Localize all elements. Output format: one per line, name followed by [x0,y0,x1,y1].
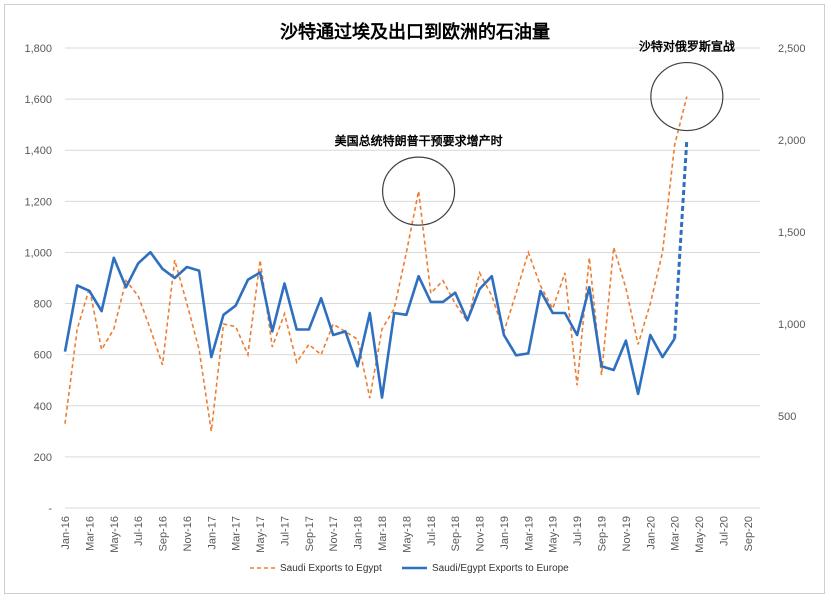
x-tick-label: May-17 [255,516,267,553]
legend: Saudi Exports to Egypt Saudi/Egypt Expor… [250,563,569,574]
series-europe-dashed-segment [673,139,689,339]
x-tick-label: Nov-19 [621,516,633,551]
right-tick-label: 1,500 [778,227,806,239]
x-tick-label: Nov-18 [475,516,487,551]
chart-title: 沙特通过埃及出口到欧洲的石油量 [280,21,550,43]
right-axis: 500 1,000 1,500 2,000 2,500 [778,43,806,423]
x-tick-label: May-16 [109,516,121,553]
x-tick-label: May-18 [401,516,413,553]
x-tick-label: Jan-20 [645,516,657,550]
annotation-label: 美国总统特朗普干预要求增产时 [335,133,503,148]
left-tick-label: 800 [34,299,52,311]
x-tick-label: Sep-16 [158,516,170,551]
x-tick-label: Mar-17 [231,516,243,551]
annotation-circle [650,61,724,132]
x-tick-label: Sep-18 [450,516,462,551]
x-tick-label: Nov-17 [328,516,340,551]
x-tick-label: Jul-16 [133,516,145,546]
legend-label-egypt: Saudi Exports to Egypt [280,563,382,574]
x-tick-label: Jul-20 [718,516,730,546]
left-tick-label: 1,800 [24,43,52,55]
left-tick-label: 1,400 [24,145,52,157]
x-tick-label: Mar-18 [377,516,389,551]
left-tick-label: 200 [34,452,52,464]
x-tick-label: Sep-20 [743,516,755,551]
series-europe-line [63,250,676,399]
left-tick-label: 1,000 [24,247,52,259]
right-tick-label: 1,000 [778,319,806,331]
x-tick-label: Jan-19 [499,516,511,550]
x-tick-label: Jan-18 [353,516,365,550]
x-axis: Jan-16 Mar-16 May-16 Jul-16 Sep-16 Nov-16 Jan-… [60,516,755,553]
annotation-label: 沙特对俄罗斯宣战 [639,39,735,54]
legend-label-europe: Saudi/Egypt Exports to Europe [432,563,569,574]
x-tick-label: Mar-16 [84,516,96,551]
x-tick-label: May-20 [694,516,706,553]
x-tick-label: Sep-19 [596,516,608,551]
x-tick-label: Nov-16 [182,516,194,551]
left-tick-label: 400 [34,401,52,413]
x-tick-label: Jul-17 [279,516,291,546]
annotation-layer: 美国总统特朗普干预要求增产时 沙特对俄罗斯宣战 [335,39,735,226]
series-layer [63,96,689,432]
right-tick-label: 2,500 [778,43,806,55]
x-tick-label: Mar-20 [670,516,682,551]
x-tick-label: Jan-17 [206,516,218,550]
right-tick-label: 500 [778,411,796,423]
left-tick-label: 1,600 [24,94,52,106]
left-tick-label: 1,200 [24,196,52,208]
x-tick-label: Jul-19 [572,516,584,546]
x-tick-label: Jul-18 [426,516,438,546]
x-tick-label: Jan-16 [60,516,72,550]
left-axis: - 200 400 600 800 1,000 1,200 1,400 1,600 1,800 [24,43,52,515]
x-tick-label: May-19 [548,516,560,553]
chart-frame [4,4,825,594]
left-tick-label: - [48,503,52,515]
right-tick-label: 2,000 [778,135,806,147]
annotation-circle [381,156,456,226]
x-tick-label: Sep-17 [304,516,316,551]
left-tick-label: 600 [34,350,52,362]
gridlines [65,47,760,509]
x-tick-label: Mar-19 [523,516,535,551]
